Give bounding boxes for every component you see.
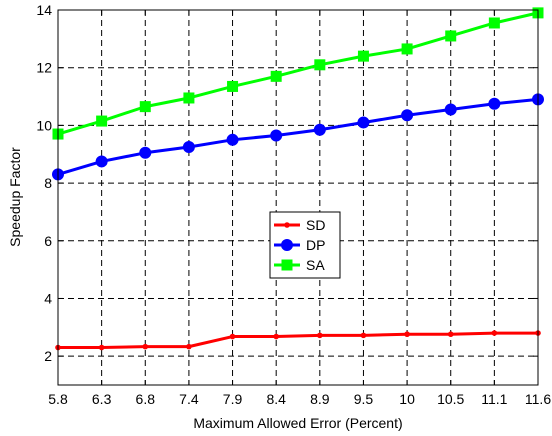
data-point-dp (401, 109, 414, 122)
data-point-sd (142, 343, 149, 350)
x-tick-label: 8.4 (266, 391, 286, 407)
x-tick-label: 7.9 (223, 391, 243, 407)
x-tick-label: 11.6 (525, 391, 551, 407)
data-point-sd (273, 333, 279, 340)
legend-marker-sd (284, 222, 290, 228)
data-point-sa (96, 115, 108, 127)
y-tick-label: 10 (36, 117, 52, 133)
data-point-dp (313, 123, 326, 136)
data-point-sd (98, 344, 105, 351)
data-point-sd (447, 331, 454, 338)
data-point-sa (139, 101, 151, 113)
y-tick-label: 6 (44, 233, 52, 249)
data-point-sa (314, 59, 326, 71)
x-tick-label: 5.8 (48, 391, 68, 407)
legend-marker-sa (281, 259, 293, 271)
y-axis-label: Speedup Factor (7, 147, 23, 247)
grid-lines (58, 10, 538, 385)
data-point-dp (270, 129, 283, 142)
data-point-dp (357, 116, 370, 129)
data-point-sa (270, 70, 282, 82)
x-tick-label: 11.1 (481, 391, 507, 407)
x-tick-label: 8.9 (310, 391, 330, 407)
x-tick-label: 10.5 (437, 391, 464, 407)
y-tick-label: 2 (44, 348, 52, 364)
data-point-sa (357, 50, 369, 62)
data-point-dp (95, 155, 108, 168)
axis-ticks: 5.8 6.3 6.8 7.4 7.9 8.4 8.9 9.5 10 10.5 11.1 11.6 2 4… (36, 2, 551, 407)
series-group (52, 7, 544, 351)
data-point-sa (227, 80, 239, 92)
y-tick-label: 4 (44, 290, 52, 306)
plot-background (58, 10, 538, 385)
plot-frame (57, 9, 539, 386)
legend-label-sa: SA (306, 257, 325, 273)
x-axis-label: Maximum Allowed Error (Percent) (193, 415, 402, 431)
legend-marker-dp (281, 239, 293, 251)
series-line-dp (57, 97, 539, 176)
legend: SD DP SA (269, 211, 341, 279)
data-point-sd (317, 332, 323, 339)
data-point-sd (229, 333, 236, 340)
data-point-dp (444, 103, 457, 116)
y-tick-label: 14 (36, 2, 52, 18)
data-point-sd (491, 330, 498, 336)
legend-label-sd: SD (306, 217, 325, 233)
x-tick-label: 6.3 (92, 391, 112, 407)
series-line-sd (58, 331, 538, 349)
series-line-sa (57, 11, 539, 136)
x-tick-label: 7.4 (179, 391, 199, 407)
data-point-dp (139, 146, 152, 159)
y-tick-label: 8 (44, 175, 52, 191)
x-tick-label: 10 (399, 391, 415, 407)
data-point-sa (488, 17, 500, 29)
y-tick-label: 12 (36, 60, 52, 76)
data-point-dp (226, 133, 239, 146)
legend-label-dp: DP (306, 237, 325, 253)
data-point-sd (186, 343, 192, 350)
data-point-sa (401, 43, 413, 55)
x-tick-label: 6.8 (136, 391, 156, 407)
data-point-dp (488, 97, 501, 110)
data-point-dp (182, 141, 195, 154)
x-tick-label: 9.5 (354, 391, 374, 407)
data-point-sd (404, 331, 410, 338)
data-point-sa (183, 92, 195, 104)
data-point-sa (445, 30, 457, 42)
data-point-sd (360, 332, 367, 339)
